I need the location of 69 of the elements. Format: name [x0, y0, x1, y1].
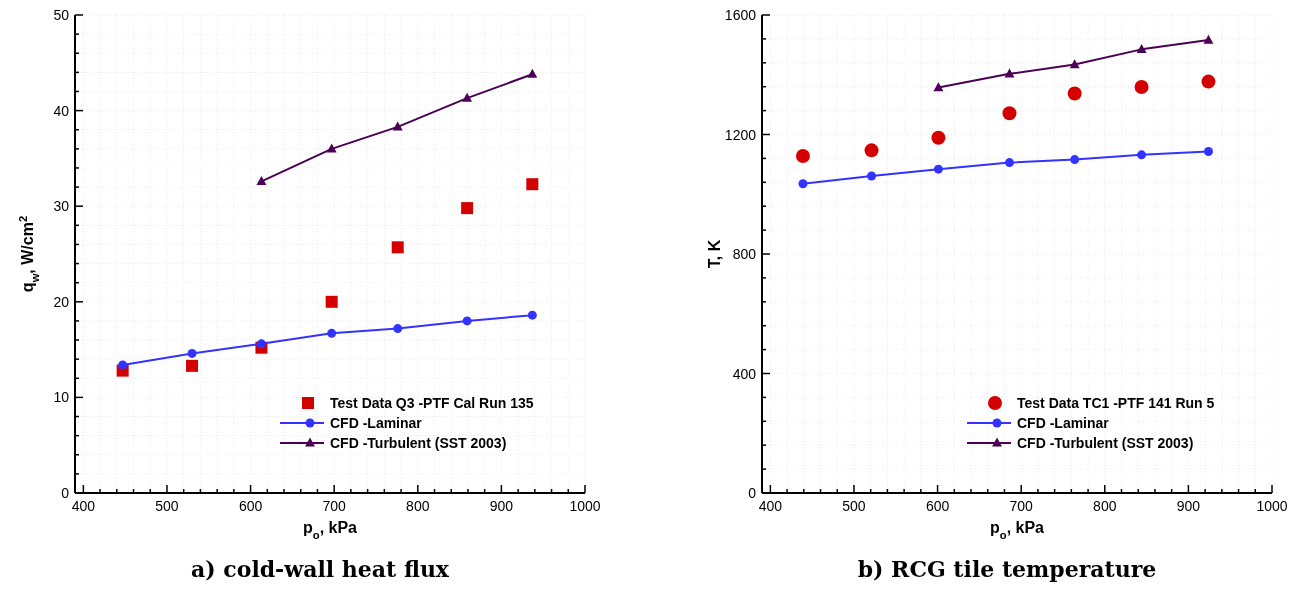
point — [391, 241, 404, 254]
y-tick-label: 800 — [732, 246, 757, 262]
x-tick-label: 1000 — [569, 498, 601, 514]
point — [1070, 155, 1080, 165]
point — [393, 324, 403, 334]
legend-label: Test Data Q3 -PTF Cal Run 135 — [330, 395, 534, 411]
x-tick-label: 900 — [489, 498, 514, 514]
x-tick-label: 600 — [238, 498, 263, 514]
x-tick-label: 800 — [406, 498, 430, 514]
point — [1134, 80, 1149, 94]
x-axis-title: p$_{o}$, kPa — [990, 519, 1045, 541]
point — [933, 82, 944, 92]
point — [527, 310, 537, 320]
point — [186, 359, 199, 372]
y-tick-label: 0 — [748, 485, 757, 501]
x-axis-title: p$_{o}$, kPa — [303, 519, 358, 541]
point — [1069, 59, 1080, 69]
point — [864, 143, 879, 158]
point — [256, 339, 266, 349]
y-tick-label: 1600 — [724, 7, 757, 23]
y-tick-label: 1200 — [724, 126, 757, 143]
x-tick-label: 700 — [322, 498, 347, 514]
y-tick-label: 0 — [61, 485, 70, 501]
legend-label: Test Data TC1 -PTF 141 Run 5 — [1017, 395, 1215, 411]
point — [1203, 147, 1213, 157]
point — [461, 202, 474, 215]
x-tick-label: 400 — [758, 498, 783, 514]
x-tick-label: 500 — [842, 498, 866, 514]
point — [527, 68, 538, 78]
point — [798, 179, 808, 189]
point — [1137, 150, 1147, 160]
point — [118, 360, 128, 370]
y-tick-label: 40 — [53, 102, 70, 119]
x-tick-label: 800 — [1093, 498, 1117, 514]
point — [187, 348, 197, 358]
x-tick-label: 400 — [71, 498, 96, 514]
x-tick-label: 500 — [155, 498, 179, 514]
x-tick-label: 700 — [1009, 498, 1034, 514]
legend-label: CFD -Turbulent (SST 2003) — [1017, 435, 1194, 451]
point — [1203, 34, 1214, 44]
point — [1067, 86, 1082, 101]
point — [462, 92, 473, 102]
y-tick-label: 400 — [732, 365, 757, 382]
point — [1136, 43, 1147, 53]
legend-label: CFD -Laminar — [330, 415, 423, 431]
x-tick-label: 600 — [925, 498, 950, 514]
point — [795, 149, 810, 164]
point — [867, 171, 877, 181]
point — [1004, 158, 1014, 168]
text: a) cold-wall heat flux — [190, 556, 450, 582]
y-tick-label: 10 — [53, 389, 70, 406]
point — [526, 178, 539, 191]
y-tick-label: 30 — [53, 198, 70, 215]
point — [931, 130, 946, 145]
legend-label: CFD -Turbulent (SST 2003) — [330, 435, 507, 451]
point — [933, 164, 943, 174]
point — [325, 295, 338, 308]
point — [1201, 74, 1216, 89]
legend-label: CFD -Laminar — [1017, 415, 1110, 431]
x-tick-label: 900 — [1176, 498, 1201, 514]
y-tick-label: 50 — [53, 7, 70, 23]
point — [462, 316, 472, 326]
point — [1002, 106, 1017, 121]
point — [327, 328, 337, 338]
x-tick-label: 1000 — [1256, 498, 1288, 514]
y-axis-title: T, K — [706, 239, 723, 269]
y-tick-label: 20 — [53, 293, 70, 310]
point — [256, 175, 267, 185]
text: b) RCG tile temperature — [857, 556, 1157, 582]
